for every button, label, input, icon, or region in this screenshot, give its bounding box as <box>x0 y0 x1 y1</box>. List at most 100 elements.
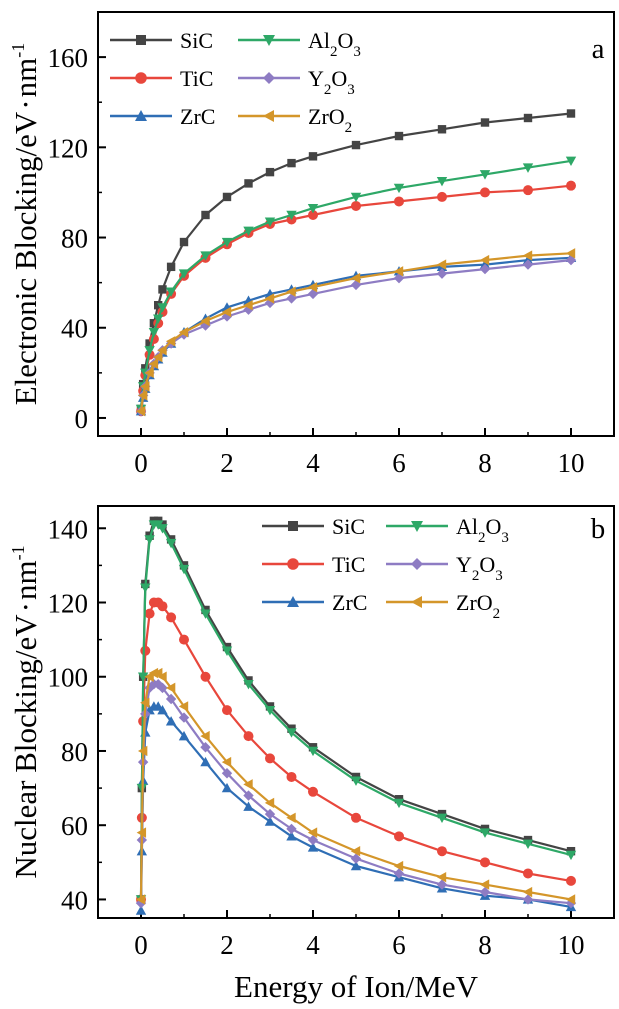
legend-label-sic: SiC <box>180 28 213 53</box>
data-point-tic <box>243 731 254 742</box>
data-point-y2o3 <box>393 868 405 879</box>
data-point-y2o3 <box>200 742 211 753</box>
data-point-zro2 <box>286 812 296 823</box>
legend: SiC TiC ZrC Al2O3 Y2O3 ZrO2 <box>110 28 361 136</box>
data-point-tic <box>566 875 576 886</box>
data-point-tic <box>179 634 189 645</box>
data-point-zro2 <box>286 286 296 297</box>
data-point-zro2 <box>144 367 154 379</box>
x-tick-label: 8 <box>478 930 492 960</box>
data-point-al2o3 <box>178 564 190 575</box>
data-point-y2o3 <box>157 682 168 694</box>
x-tick-label: 4 <box>306 930 320 960</box>
data-point-tic <box>166 612 177 623</box>
data-point-y2o3 <box>307 834 319 846</box>
data-point-tic <box>351 812 361 823</box>
data-point-zro2 <box>522 250 533 261</box>
data-point-sic <box>265 167 275 177</box>
y-axis-label: Nuclear Blocking/eV·nm-1 <box>8 545 43 878</box>
data-point-tic <box>200 671 211 682</box>
data-point-zro2 <box>264 797 275 809</box>
data-point-tic <box>394 196 404 207</box>
legend-marker-tic <box>135 72 147 84</box>
data-point-al2o3 <box>243 679 254 690</box>
data-point-y2o3 <box>135 897 147 909</box>
data-point-zro2 <box>243 779 253 790</box>
data-point-zro2 <box>221 306 232 318</box>
data-point-zro2 <box>178 701 189 712</box>
data-point-al2o3 <box>221 646 233 656</box>
data-point-y2o3 <box>221 768 233 779</box>
data-point-zro2 <box>135 405 146 417</box>
legend-label-zrc: ZrC <box>332 590 367 615</box>
data-point-zrc <box>264 816 276 826</box>
data-point-al2o3 <box>178 269 190 279</box>
data-point-zrc <box>307 842 319 852</box>
data-point-zro2 <box>148 358 159 370</box>
y-tick-label: 0 <box>75 404 89 434</box>
data-point-zro2 <box>522 886 533 898</box>
legend-label-sic: SiC <box>332 514 365 539</box>
data-point-y2o3 <box>479 886 491 898</box>
legend-marker-sic <box>288 521 298 531</box>
data-point-sic <box>154 300 163 310</box>
legend-entry-y2o3: Y2O3 <box>238 66 355 98</box>
series-zro2 <box>135 248 576 417</box>
legend-entry-al2o3: Al2O3 <box>386 514 509 546</box>
y-tick-label: 100 <box>48 663 89 693</box>
legend-label-zrc: ZrC <box>180 104 215 129</box>
x-tick-label: 0 <box>134 930 148 960</box>
data-point-zro2 <box>200 730 210 742</box>
data-point-zro2 <box>307 281 318 293</box>
data-point-zrc <box>165 716 177 726</box>
data-point-tic <box>394 831 404 842</box>
data-point-al2o3 <box>479 170 491 180</box>
data-point-sic <box>166 262 176 272</box>
data-point-al2o3 <box>144 346 155 356</box>
data-point-sic <box>351 140 361 150</box>
data-point-al2o3 <box>350 192 362 203</box>
legend-entry-al2o3: Al2O3 <box>238 28 361 60</box>
data-point-y2o3 <box>178 712 190 723</box>
data-point-y2o3 <box>165 693 177 705</box>
data-point-y2o3 <box>243 790 254 801</box>
series-line-zrc <box>139 705 572 911</box>
data-point-zro2 <box>157 671 167 682</box>
x-tick-label: 0 <box>134 448 148 478</box>
data-point-zro2 <box>135 894 146 905</box>
data-point-zro2 <box>137 390 148 401</box>
legend-label-al2o3: Al2O3 <box>456 514 509 546</box>
legend-label-tic: TiC <box>180 66 213 91</box>
data-point-zro2 <box>178 327 189 338</box>
data-point-zro2 <box>436 259 447 270</box>
data-point-al2o3 <box>307 746 319 757</box>
data-point-y2o3 <box>264 808 276 820</box>
data-point-al2o3 <box>286 728 297 738</box>
data-point-tic <box>480 857 490 868</box>
data-point-tic <box>140 645 151 656</box>
legend-marker-y2o3 <box>263 72 275 84</box>
data-point-tic <box>308 209 318 220</box>
data-point-al2o3 <box>479 828 491 838</box>
legend-label-zro2: ZrO2 <box>456 590 500 622</box>
legend-entry-zro2: ZrO2 <box>386 590 500 622</box>
data-point-tic <box>157 601 168 612</box>
data-point-al2o3 <box>200 251 211 261</box>
series-y2o3 <box>135 678 577 909</box>
legend-entry-zro2: ZrO2 <box>238 104 352 136</box>
data-point-zro2 <box>157 345 167 356</box>
legend-marker-zro2 <box>263 110 274 122</box>
x-axis-label: Energy of Ion/MeV <box>234 969 479 1004</box>
data-point-tic <box>566 180 576 191</box>
data-point-zro2 <box>350 272 361 284</box>
data-point-y2o3 <box>522 259 534 270</box>
legend-entry-tic: TiC <box>110 66 213 91</box>
data-point-sic <box>287 158 296 168</box>
x-tick-label: 2 <box>220 448 234 478</box>
data-point-al2o3 <box>436 813 448 823</box>
data-point-sic <box>437 125 447 134</box>
data-point-al2o3 <box>165 538 177 549</box>
data-point-al2o3 <box>144 535 155 545</box>
legend-marker-zrc <box>287 596 299 607</box>
